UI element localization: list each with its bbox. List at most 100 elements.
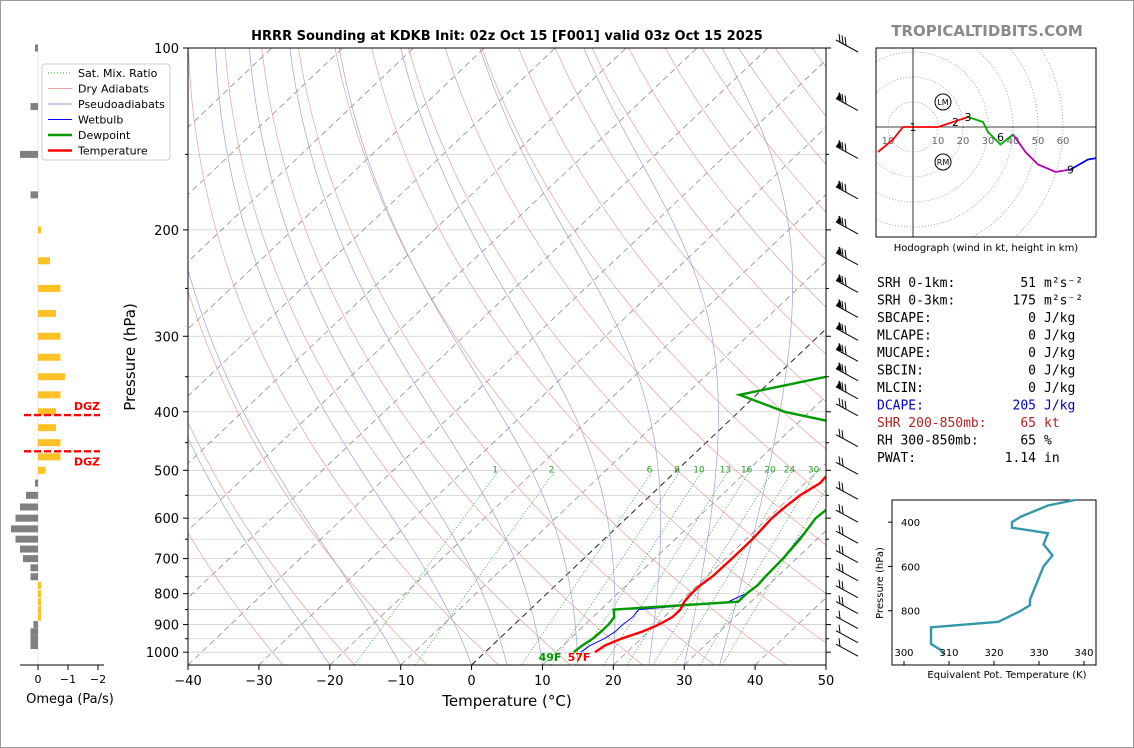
stat-row: MLCAPE: 0 J/kg: [877, 329, 1075, 344]
barb-feather: [841, 482, 844, 491]
barb-feather: [841, 141, 844, 150]
barb-feather: [841, 399, 844, 408]
barb-feather: [841, 364, 844, 373]
omega-bar: [38, 598, 41, 606]
barb-feather: [838, 428, 841, 437]
omega-ticks: 0 −1 −2: [20, 664, 106, 686]
stat-label: RH 300-850mb:: [877, 434, 979, 449]
barb-staff: [835, 403, 859, 417]
stat-unit: J/kg: [1044, 346, 1075, 361]
skew-t-grid: 1 2 6 8 10 13 16 20 24 30 36: [188, 48, 826, 665]
hodograph-segment: [967, 116, 1014, 146]
stat-label: MLCIN:: [877, 381, 924, 396]
wind-barb: [835, 624, 859, 644]
hodograph-height-label: 9: [1067, 164, 1074, 177]
legend-entry: Wetbulb: [78, 114, 123, 127]
y-tick-label: 700: [154, 553, 179, 568]
stat-value: 0: [1028, 381, 1036, 396]
barb-staff: [835, 386, 859, 400]
omega-bar: [30, 191, 38, 199]
wind-barb: [835, 428, 859, 448]
omega-bar: [30, 635, 38, 643]
dry-adiabat: [224, 48, 571, 665]
mixing-ratio-line: [673, 470, 794, 665]
pseudo-adiabat: [479, 48, 662, 665]
dry-adiabat: [628, 48, 826, 308]
theta-e-x-tick-label: 340: [1074, 648, 1093, 659]
mixing-ratio-line: [721, 487, 826, 665]
stat-label: PWAT:: [877, 451, 916, 466]
pseudo-adiabat: [188, 268, 402, 665]
stat-label: SRH 0-3km:: [877, 294, 955, 309]
stat-label: SHR 200-850mb:: [877, 416, 987, 431]
barb-staff: [835, 221, 859, 235]
hodograph-height-label: 2: [952, 116, 959, 129]
stat-unit: J/kg: [1044, 381, 1075, 396]
barb-feather: [841, 275, 844, 284]
mixing-ratio-label: 10: [693, 466, 705, 476]
omega-bar: [20, 503, 38, 511]
legend-entry: Sat. Mix. Ratio: [78, 67, 158, 80]
omega-bar: [38, 309, 56, 317]
barb-staff: [835, 348, 859, 362]
stat-row: SHR 200-850mb: 65 kt: [877, 416, 1060, 431]
wind-barb: [835, 246, 859, 266]
barb-staff: [835, 305, 859, 318]
storm-motion-marker: [934, 93, 952, 111]
y-tick-label: 500: [154, 464, 179, 479]
theta-e-y-tick-label: 600: [901, 562, 920, 573]
barb-feather: [844, 383, 847, 392]
barb-staff: [835, 39, 859, 53]
omega-bar: [30, 628, 38, 636]
barb-feather: [838, 380, 841, 389]
hodograph-ring-label: 50: [1032, 136, 1045, 147]
omega-bar: [38, 606, 41, 614]
skew-t-ticks: −40 −30 −20 −10 0 10 20 30 40 50 100 200 300 400 500 60…: [146, 42, 834, 689]
barb-feather: [841, 382, 844, 391]
omega-bar: [33, 621, 38, 629]
series-temperature: [594, 474, 826, 654]
omega-x-tick-label: 0: [35, 673, 42, 686]
barb-feather: [838, 595, 841, 604]
barb-feather: [844, 218, 847, 227]
hodograph-height-label: 1: [910, 121, 917, 134]
barb-feather: [841, 596, 844, 606]
stat-row: SBCIN: 0 J/kg: [877, 364, 1075, 379]
barb-feather: [838, 624, 841, 633]
theta-e-x-tick-label: 320: [984, 648, 1003, 659]
stat-label: SBCIN:: [877, 364, 924, 379]
barb-feather: [844, 95, 847, 104]
barb-feather: [838, 610, 841, 619]
barb-feather: [838, 562, 841, 571]
stat-value: 0: [1028, 329, 1036, 344]
barb-feather: [844, 277, 847, 286]
dry-adiabat: [775, 48, 826, 117]
wind-barb: [835, 299, 859, 318]
dry-adiabat: [554, 48, 826, 403]
stat-value: 65: [1020, 416, 1036, 431]
storm-motion-label: RM: [937, 158, 950, 167]
stat-unit: kt: [1044, 416, 1060, 431]
barb-feather: [841, 93, 844, 103]
stat-unit: J/kg: [1044, 399, 1075, 414]
x-tick-label: 0: [467, 674, 475, 689]
omega-bar: [38, 332, 61, 340]
stat-label: MLCAPE:: [877, 329, 932, 344]
barb-feather: [841, 182, 844, 191]
mixing-ratio-label: 30: [808, 466, 820, 476]
dry-adiabat: [188, 48, 500, 665]
barb-feather: [838, 274, 841, 283]
legend-box: [41, 63, 171, 161]
pseudo-adiabat: [249, 48, 508, 665]
stat-value: 175: [1013, 294, 1036, 309]
y-tick-label: 200: [154, 224, 179, 239]
dgz-label: DGZ: [74, 455, 100, 468]
barb-feather: [844, 302, 847, 311]
dry-adiabat: [297, 48, 715, 665]
stat-value: 1.14: [1005, 451, 1036, 466]
isotherm: [188, 48, 769, 599]
barb-staff: [835, 486, 859, 500]
barb-feather: [838, 638, 841, 647]
dry-adiabat: [188, 289, 428, 665]
wind-barb: [835, 544, 859, 564]
